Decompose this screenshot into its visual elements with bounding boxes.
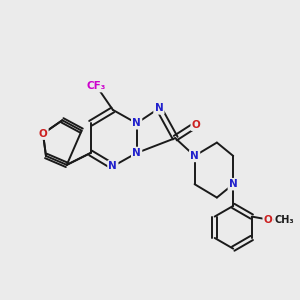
Text: N: N bbox=[109, 161, 117, 171]
Text: O: O bbox=[192, 120, 200, 130]
Text: N: N bbox=[132, 148, 141, 158]
Text: N: N bbox=[154, 103, 163, 113]
Text: O: O bbox=[264, 214, 272, 224]
Text: O: O bbox=[39, 129, 47, 139]
Text: N: N bbox=[132, 118, 141, 128]
Text: CH₃: CH₃ bbox=[274, 214, 294, 224]
Text: CF₃: CF₃ bbox=[87, 81, 106, 91]
Text: N: N bbox=[190, 151, 199, 161]
Text: N: N bbox=[229, 179, 238, 189]
